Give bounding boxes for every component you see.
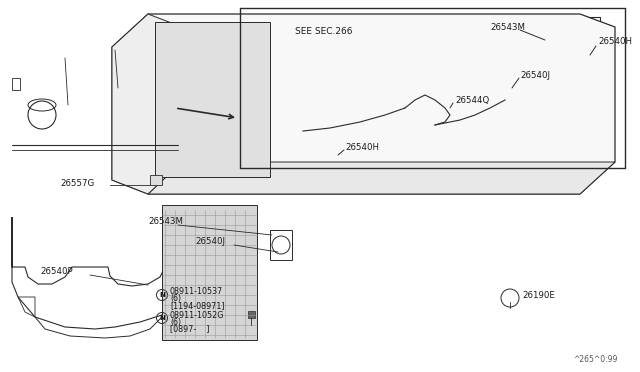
Text: 26557G: 26557G [60, 179, 94, 187]
Bar [150, 175, 162, 185]
Text: 26540H: 26540H [598, 38, 632, 46]
Bar [530, 17, 600, 95]
Polygon shape [112, 14, 615, 194]
Bar [535, 25, 595, 90]
Text: N: N [159, 315, 165, 321]
Text: 26540J: 26540J [520, 71, 550, 80]
Bar [505, 79, 519, 95]
Text: SEE SEC.266: SEE SEC.266 [295, 28, 353, 36]
Text: ^265^0:99: ^265^0:99 [573, 355, 618, 364]
Text: 08911-1052G: 08911-1052G [170, 311, 225, 320]
Text: 26540P: 26540P [40, 267, 72, 276]
Text: [1194-08971]: [1194-08971] [170, 301, 225, 311]
Bar [270, 230, 292, 260]
Text: 26540H: 26540H [345, 144, 379, 153]
Text: 08911-10537: 08911-10537 [170, 288, 223, 296]
Text: (6): (6) [170, 317, 181, 327]
Polygon shape [155, 22, 270, 177]
Text: [0897-    ]: [0897- ] [170, 324, 209, 334]
Text: 26544Q: 26544Q [455, 96, 489, 105]
Text: (6): (6) [170, 295, 181, 304]
Bar [283, 125, 303, 137]
Text: 26540J: 26540J [195, 237, 225, 247]
Bar [12, 78, 20, 90]
Bar [248, 311, 255, 318]
Text: 26190E: 26190E [522, 292, 555, 301]
Text: 26543M: 26543M [490, 23, 525, 32]
Text: 26543M: 26543M [148, 218, 183, 227]
Polygon shape [112, 14, 182, 194]
Text: N: N [159, 292, 165, 298]
Bar [162, 205, 257, 340]
Polygon shape [148, 162, 615, 194]
